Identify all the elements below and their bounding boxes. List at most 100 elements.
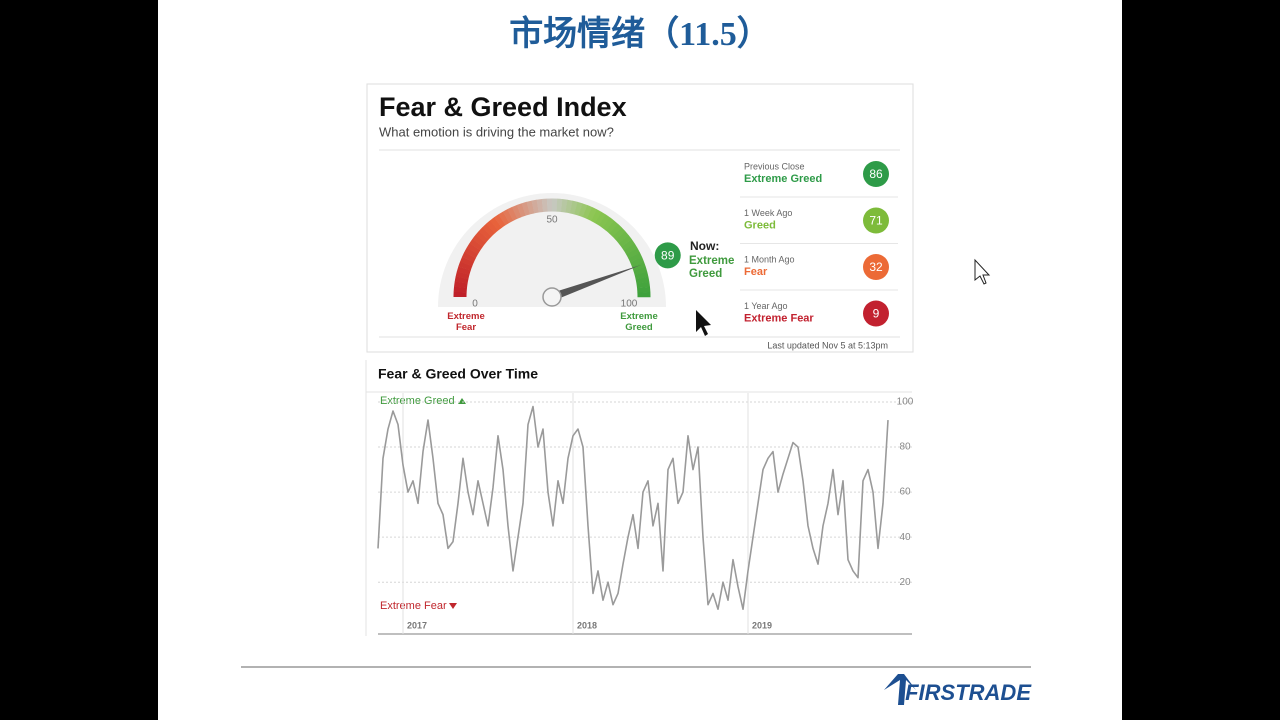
gauge-segment [458,261,473,271]
gauge-segment [482,223,495,237]
gauge-segment [578,203,588,218]
gauge-segment [623,243,638,255]
gauge-segment [478,227,492,240]
gauge-segment [521,201,531,216]
gauge-segment [526,200,535,215]
gauge-segment [598,214,611,228]
gauge-segment [462,252,476,263]
gauge-tick-label: 100 [621,299,638,310]
cursor [696,310,711,336]
gauge-segment [498,211,510,226]
history-rating: Extreme Fear [744,312,814,324]
gauge-segment [635,276,650,284]
gauge-segment [628,252,643,263]
history-label: Previous Close [744,161,805,171]
gauge-segment [511,204,522,219]
gauge-segment [605,220,619,234]
gauge-value: 89 [661,249,675,263]
gauge-segment [634,271,649,280]
gauge-segment [490,217,502,231]
gauge-segment [633,266,648,276]
gauge-segment [618,235,632,247]
gauge-arc [453,198,651,298]
gauge-hub [542,287,562,307]
fear-greed-line [377,405,889,611]
history-bubble [863,207,889,234]
upper-label: Extreme Greed [380,395,455,407]
history-bubble [863,300,889,327]
history-value: 71 [869,214,883,228]
gauge-segment [531,199,539,214]
gauge-segment [494,214,506,228]
x-tick-label: 2019 [752,620,772,630]
gauge-segment [475,230,489,244]
gauge-segment [454,281,468,289]
gauge-card [366,83,914,353]
gauge-segment [560,199,568,213]
gauge-segment [486,220,499,234]
history-rating: Fear [744,266,768,278]
history-bubble [863,254,889,280]
gauge-segment [590,209,602,224]
gauge-segment [502,209,514,223]
gauge-segment [612,227,626,240]
history-bubble [863,161,889,187]
gauge-segment [586,207,597,221]
y-tick-label: 20 [899,577,911,588]
updated-note: Last updated Nov 5 at 5:13pm [767,340,888,350]
gauge-segment [574,201,583,216]
history-value: 9 [873,307,880,321]
x-tick-label: 2018 [577,620,597,630]
gauge-segment [609,223,622,237]
gauge-max-label: Extreme Greed [620,311,658,333]
history-label: 1 Year Ago [744,301,788,311]
history-rating: Greed [744,219,776,231]
slide-title: 市场情绪（11.5） [509,14,771,53]
gauge-segment [460,256,474,267]
history-label: 1 Month Ago [744,254,795,264]
gauge-segment [464,247,479,259]
gauge-segment [630,256,645,267]
gauge-segment [594,211,606,226]
gauge-value-bubble [654,242,681,269]
gauge-tick-label: 50 [546,215,558,226]
history-value: 32 [869,260,883,274]
gauge-segment [469,238,483,251]
gauge-segment [615,231,629,244]
gauge-segment [569,200,578,215]
gauge-segment [466,243,481,255]
lower-label: Extreme Fear [380,600,447,612]
gauge-segment [455,271,470,280]
gauge-segment [536,199,544,213]
y-tick-label: 100 [897,397,914,408]
gauge-segment [636,281,650,289]
gauge-needle [550,264,642,301]
now-label: Now: [690,239,719,253]
gauge-segment [631,261,646,271]
gauge-segment [621,239,635,251]
down-arrow [449,603,457,609]
x-tick-label: 2017 [407,620,427,630]
gauge-subtitle: What emotion is driving the market now? [379,124,614,139]
gauge-segment [602,217,615,231]
history-value: 86 [869,167,883,181]
gauge-segment [507,206,518,221]
gauge-segment [456,266,471,275]
chart-title: Fear & Greed Over Time [378,366,538,382]
gauge-tick-label: 0 [472,299,478,310]
cursor [974,258,991,285]
logo-mark [884,674,916,705]
y-tick-label: 40 [899,532,911,543]
gauge-segment [582,205,593,219]
now-rating: Extreme Greed [689,255,735,280]
gauge-segment [516,203,526,218]
history-label: 1 Week Ago [744,208,792,218]
history-rating: Extreme Greed [744,173,822,185]
up-arrow [458,398,466,404]
y-tick-label: 60 [899,487,911,498]
gauge-segment [472,234,486,247]
gauge-min-label: Extreme Fear [447,311,485,333]
gauge-segment [454,276,469,284]
